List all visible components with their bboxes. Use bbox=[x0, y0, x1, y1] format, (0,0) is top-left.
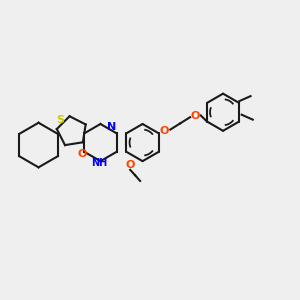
Text: O: O bbox=[160, 126, 169, 136]
Text: N: N bbox=[107, 122, 116, 132]
Text: NH: NH bbox=[91, 158, 107, 168]
Text: S: S bbox=[56, 115, 64, 124]
Text: O: O bbox=[78, 149, 87, 160]
Text: O: O bbox=[125, 160, 135, 170]
Text: O: O bbox=[190, 111, 200, 121]
